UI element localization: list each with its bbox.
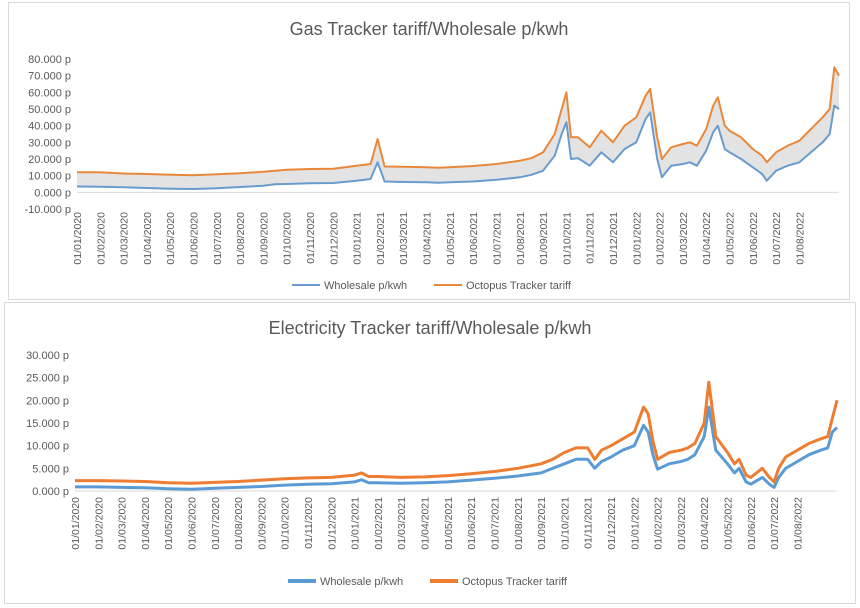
gas-x-tick-label: 01/05/2022 bbox=[725, 212, 737, 265]
gas-x-tick-label: 01/02/2020 bbox=[95, 212, 107, 265]
gas-y-tick-label: 60.000 p bbox=[28, 87, 71, 99]
electricity-x-tick-label: 01/04/2022 bbox=[699, 497, 711, 550]
electricity-x-tick-label: 01/01/2021 bbox=[350, 497, 362, 550]
gas-x-tick-label: 01/08/2020 bbox=[235, 212, 247, 265]
electricity-x-tick-label: 01/04/2021 bbox=[420, 497, 432, 550]
electricity-x-tick-label: 01/03/2021 bbox=[396, 497, 408, 550]
gas-x-tick-label: 01/07/2021 bbox=[491, 212, 503, 265]
electricity-y-tick-label: 15.000 p bbox=[26, 418, 69, 430]
gas-y-tick-label: 0.000 p bbox=[34, 187, 71, 199]
electricity-x-tick-label: 01/06/2022 bbox=[746, 497, 758, 550]
electricity-x-tick-label: 01/07/2022 bbox=[769, 497, 781, 550]
electricity-x-tick-label: 01/02/2021 bbox=[373, 497, 385, 550]
gas-y-tick-label: 70.000 p bbox=[28, 71, 71, 83]
gas-x-tick-label: 01/03/2021 bbox=[398, 212, 410, 265]
electricity-series-line-tracker bbox=[75, 380, 839, 485]
electricity-x-tick-label: 01/03/2020 bbox=[117, 497, 129, 550]
gas-x-tick-label: 01/10/2020 bbox=[282, 212, 294, 265]
gas-x-tick-label: 01/04/2022 bbox=[701, 212, 713, 265]
electricity-x-tick-label: 01/06/2021 bbox=[466, 497, 478, 550]
electricity-x-tick-label: 01/09/2020 bbox=[256, 497, 268, 550]
electricity-x-tick-label: 01/12/2020 bbox=[326, 497, 338, 550]
gas-x-tick-label: 01/06/2022 bbox=[748, 212, 760, 265]
electricity-y-tick-label: 30.000 p bbox=[26, 350, 69, 362]
gas-chart-svg: -10.000 p 0.000 p 10.000 p 20.000 p 30.000 p… bbox=[25, 54, 840, 292]
electricity-x-tick-label: 01/01/2022 bbox=[629, 497, 641, 550]
electricity-x-tick-label: 01/12/2021 bbox=[606, 497, 618, 550]
gas-x-tick-label: 01/04/2021 bbox=[422, 212, 434, 265]
gas-chart-panel: Gas Tracker tariff/Wholesale p/kwh -10.0… bbox=[8, 2, 850, 300]
gas-y-tick-label: 10.000 p bbox=[28, 171, 71, 183]
gas-x-tick-label: 01/09/2020 bbox=[258, 212, 270, 265]
electricity-x-tick-label: 01/08/2022 bbox=[792, 497, 804, 550]
gas-x-tick-label: 01/02/2022 bbox=[655, 212, 667, 265]
gas-x-tick-label: 01/07/2022 bbox=[771, 212, 783, 265]
gas-x-tick-label: 01/06/2021 bbox=[468, 212, 480, 265]
gas-y-tick-label: 20.000 p bbox=[28, 154, 71, 166]
gas-area-fill bbox=[77, 67, 839, 189]
gas-x-tick-label: 01/11/2021 bbox=[585, 212, 597, 264]
gas-y-tick-label: 80.000 p bbox=[28, 54, 71, 66]
gas-legend-label: Octopus Tracker tariff bbox=[466, 280, 572, 292]
electricity-chart-title: Electricity Tracker tariff/Wholesale p/k… bbox=[268, 318, 592, 338]
gas-y-tick-label: 40.000 p bbox=[28, 121, 71, 133]
gas-x-tick-label: 01/01/2022 bbox=[631, 212, 643, 265]
gas-x-tick-label: 01/11/2020 bbox=[305, 212, 317, 264]
electricity-legend-label: Octopus Tracker tariff bbox=[462, 576, 568, 588]
electricity-y-tick-label: 5.000 p bbox=[32, 463, 69, 475]
gas-chart-title: Gas Tracker tariff/Wholesale p/kwh bbox=[289, 19, 569, 39]
gas-x-tick-label: 01/01/2021 bbox=[352, 212, 364, 265]
gas-series-line-tracker bbox=[77, 66, 840, 177]
gas-x-tick-label: 01/08/2022 bbox=[794, 212, 806, 265]
electricity-x-tick-label: 01/05/2020 bbox=[163, 497, 175, 550]
electricity-x-tick-label: 01/05/2021 bbox=[443, 497, 455, 550]
gas-x-tick-label: 01/06/2020 bbox=[189, 212, 201, 265]
electricity-x-tick-label: 01/07/2021 bbox=[489, 497, 501, 550]
gas-legend-label: Wholesale p/kwh bbox=[324, 280, 407, 292]
electricity-x-tick-label: 01/10/2021 bbox=[559, 497, 571, 550]
gas-x-tick-label: 01/02/2021 bbox=[375, 212, 387, 265]
electricity-x-tick-label: 01/02/2020 bbox=[93, 497, 105, 550]
electricity-x-tick-label: 01/04/2020 bbox=[140, 497, 152, 550]
gas-x-tick-label: 01/05/2020 bbox=[165, 212, 177, 265]
gas-x-tick-label: 01/05/2021 bbox=[445, 212, 457, 265]
electricity-legend-label: Wholesale p/kwh bbox=[320, 576, 403, 588]
electricity-x-tick-label: 01/03/2022 bbox=[676, 497, 688, 550]
gas-x-tick-label: 01/12/2021 bbox=[608, 212, 620, 265]
gas-series-line-wholesale bbox=[76, 104, 840, 190]
electricity-x-tick-label: 01/01/2020 bbox=[70, 497, 82, 550]
electricity-x-tick-label: 01/08/2020 bbox=[233, 497, 245, 550]
electricity-x-tick-label: 01/10/2020 bbox=[280, 497, 292, 550]
electricity-x-tick-label: 01/06/2020 bbox=[187, 497, 199, 550]
electricity-y-tick-label: 20.000 p bbox=[26, 395, 69, 407]
gas-y-tick-label: 50.000 p bbox=[28, 104, 71, 116]
gas-y-tick-label: -10.000 p bbox=[25, 204, 71, 216]
electricity-x-tick-label: 01/11/2021 bbox=[583, 497, 595, 549]
electricity-chart-panel: Electricity Tracker tariff/Wholesale p/k… bbox=[4, 302, 856, 604]
electricity-x-tick-label: 01/07/2020 bbox=[210, 497, 222, 550]
electricity-x-tick-label: 01/05/2022 bbox=[723, 497, 735, 550]
gas-x-tick-label: 01/07/2020 bbox=[212, 212, 224, 265]
electricity-y-tick-label: 10.000 p bbox=[26, 441, 69, 453]
gas-x-tick-label: 01/03/2022 bbox=[678, 212, 690, 265]
gas-x-tick-label: 01/09/2021 bbox=[538, 212, 550, 265]
gas-x-tick-label: 01/03/2020 bbox=[119, 212, 131, 265]
electricity-x-tick-label: 01/02/2022 bbox=[653, 497, 665, 550]
gas-y-tick-label: 30.000 p bbox=[28, 137, 71, 149]
electricity-y-tick-label: 0.000 p bbox=[32, 486, 69, 498]
electricity-x-tick-label: 01/09/2021 bbox=[536, 497, 548, 550]
gas-x-tick-label: 01/08/2021 bbox=[515, 212, 527, 265]
gas-x-tick-label: 01/04/2020 bbox=[142, 212, 154, 265]
electricity-x-tick-label: 01/08/2021 bbox=[513, 497, 525, 550]
electricity-y-tick-label: 25.000 p bbox=[26, 373, 69, 385]
electricity-x-tick-label: 01/11/2020 bbox=[303, 497, 315, 549]
electricity-chart-svg: 0.000 p 5.000 p 10.000 p 15.000 p 20.000 p 25… bbox=[26, 350, 839, 588]
electricity-series-line-wholesale bbox=[75, 405, 839, 491]
gas-x-tick-label: 01/01/2020 bbox=[72, 212, 84, 265]
gas-x-tick-label: 01/10/2021 bbox=[561, 212, 573, 265]
gas-x-tick-label: 01/12/2020 bbox=[328, 212, 340, 265]
